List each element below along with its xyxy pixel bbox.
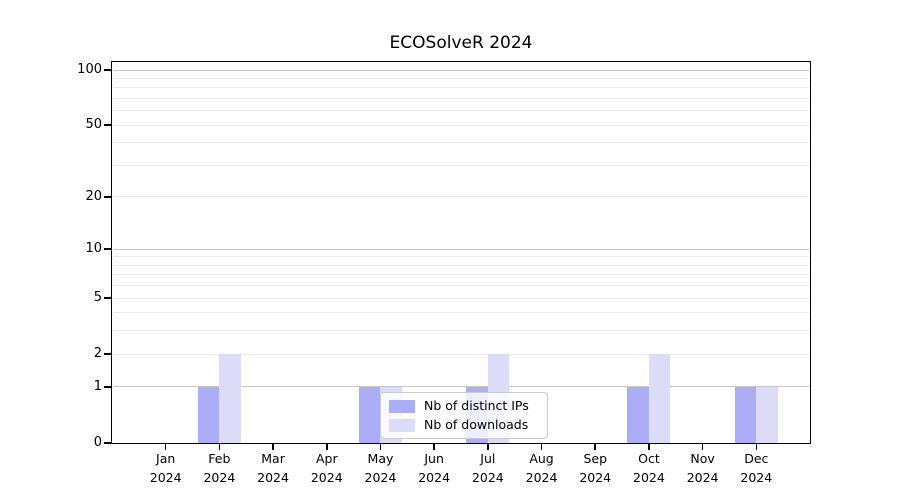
y-axis-tick [104, 196, 111, 198]
x-tick-label: Sep 2024 [579, 451, 612, 485]
minor-gridline [113, 353, 809, 355]
legend-label-distinct-ips: Nb of distinct IPs [424, 398, 529, 413]
y-tick-label: 10 [85, 241, 102, 257]
major-gridline [113, 69, 809, 71]
minor-gridline [113, 330, 809, 332]
y-tick-label: 20 [85, 188, 102, 204]
minor-gridline [113, 142, 809, 144]
minor-gridline [113, 110, 809, 112]
minor-gridline [113, 264, 809, 266]
x-axis-tick [540, 444, 543, 450]
x-axis-tick [218, 444, 221, 450]
x-tick-label: Apr 2024 [310, 451, 343, 485]
y-axis-tick [104, 69, 111, 71]
major-gridline [113, 248, 809, 250]
x-axis-tick [379, 444, 382, 450]
bar-nb-of-downloads-oct [648, 354, 671, 443]
minor-gridline [113, 312, 809, 314]
y-tick-label: 100 [77, 62, 102, 77]
minor-gridline [113, 87, 809, 89]
legend-label-downloads: Nb of downloads [424, 417, 529, 432]
y-axis-tick [104, 353, 111, 355]
bar-nb-of-downloads-dec [756, 386, 778, 443]
y-tick-label: 50 [85, 117, 102, 133]
x-tick-label: Aug 2024 [525, 451, 558, 485]
legend: Nb of distinct IPs Nb of downloads [380, 392, 548, 439]
minor-gridline [113, 77, 809, 79]
x-axis-tick [326, 444, 328, 450]
y-axis-tick [104, 297, 111, 299]
y-axis-tick [104, 386, 111, 388]
x-axis-tick [755, 444, 758, 450]
bar-nb-of-distinct-ips-dec [734, 386, 757, 443]
minor-gridline [113, 285, 809, 287]
chart-title: ECOSolveR 2024 [389, 33, 533, 53]
minor-gridline [113, 274, 809, 276]
legend-swatch-distinct-ips [389, 399, 415, 413]
y-axis-tick [104, 124, 111, 126]
y-axis-tick [104, 248, 111, 250]
x-tick-label: Dec 2024 [740, 451, 773, 485]
x-axis-tick [433, 444, 435, 450]
x-axis-tick [272, 444, 274, 450]
x-axis-tick [164, 444, 167, 450]
minor-gridline [113, 297, 809, 299]
legend-item-downloads: Nb of downloads [389, 418, 539, 432]
bar-nb-of-distinct-ips-may [358, 386, 381, 443]
bar-nb-of-distinct-ips-feb [197, 386, 220, 443]
y-tick-label: 1 [93, 378, 102, 394]
x-tick-label: Feb 2024 [203, 451, 236, 485]
y-axis-tick [104, 442, 111, 444]
x-tick-label: Oct 2024 [633, 451, 665, 485]
minor-gridline [113, 124, 809, 126]
bar-nb-of-downloads-feb [219, 354, 241, 443]
bar-nb-of-distinct-ips-oct [627, 386, 649, 443]
x-tick-label: Jul 2024 [471, 451, 504, 485]
x-axis-tick [648, 444, 650, 450]
major-gridline [113, 386, 809, 388]
legend-swatch-downloads [389, 418, 415, 432]
y-tick-label: 2 [93, 346, 102, 362]
x-tick-label: May 2024 [364, 451, 397, 485]
x-axis-tick [487, 444, 489, 450]
x-axis-tick [594, 444, 596, 450]
legend-item-distinct-ips: Nb of distinct IPs [389, 399, 539, 413]
x-tick-label: Nov 2024 [686, 451, 719, 485]
y-tick-label: 5 [93, 290, 102, 306]
y-tick-label: 0 [93, 435, 102, 450]
x-tick-label: Jun 2024 [418, 451, 451, 485]
minor-gridline [113, 164, 809, 166]
minor-gridline [113, 196, 809, 198]
minor-gridline [113, 97, 809, 99]
x-tick-label: Mar 2024 [257, 451, 289, 485]
x-axis-tick [701, 444, 704, 450]
x-tick-label: Jan 2024 [149, 451, 182, 485]
minor-gridline [113, 256, 809, 258]
